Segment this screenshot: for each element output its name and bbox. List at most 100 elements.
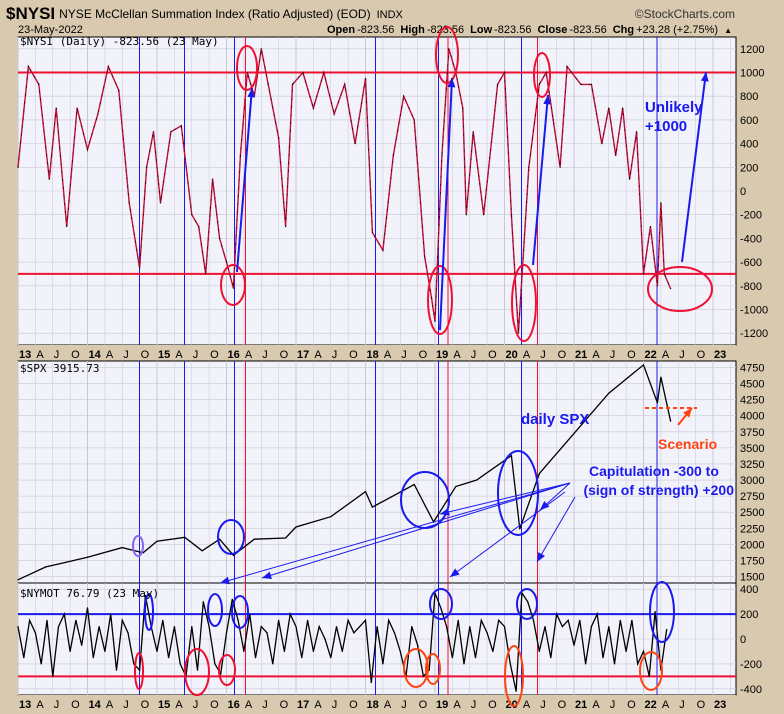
data-point — [205, 273, 207, 275]
y-tick-label: -400 — [740, 233, 762, 245]
x-tick-label: J — [471, 699, 477, 711]
data-point — [615, 154, 617, 157]
x-tick-label: J — [193, 349, 199, 361]
data-point — [198, 225, 200, 228]
x-tick-label: O — [558, 349, 567, 361]
data-point — [364, 491, 367, 493]
data-point — [55, 107, 57, 109]
close-value: -823.56 — [569, 24, 606, 36]
data-point — [393, 632, 396, 634]
annotation-daily-spx: daily SPX — [521, 411, 589, 428]
data-point — [552, 119, 554, 121]
capitulation-pointer — [536, 496, 576, 563]
data-point — [302, 71, 304, 74]
highlight-ellipse — [207, 593, 223, 627]
data-point — [254, 657, 257, 659]
x-tick-label: A — [175, 699, 183, 711]
x-tick-label: 22 — [645, 699, 657, 711]
data-point — [191, 214, 193, 216]
x-tick-label: A — [384, 699, 392, 711]
data-point — [283, 650, 286, 653]
data-point — [118, 89, 120, 91]
annotation-capitulation-1: Capitulation -300 to — [589, 463, 719, 479]
x-axis-band — [18, 345, 736, 360]
data-point — [476, 479, 478, 481]
data-point — [162, 619, 164, 621]
panel-nymot: 400 200 0 -200 -400 — [17, 582, 762, 696]
stockcharts-logo[interactable]: ©StockCharts.com — [635, 7, 735, 21]
data-point — [218, 237, 221, 239]
arrowhead-icon — [537, 552, 546, 562]
data-point — [289, 613, 291, 615]
data-point — [121, 547, 123, 549]
panel-nysi: 1200 1000 800 600 400 200 0 -200 -400 -600 -800 -10… — [17, 36, 768, 346]
x-tick-label: J — [54, 699, 60, 711]
data-point — [670, 420, 672, 422]
data-point — [159, 202, 162, 204]
data-point — [344, 83, 346, 85]
data-point — [608, 625, 610, 628]
data-point — [532, 619, 535, 621]
data-point — [642, 650, 645, 653]
data-point — [46, 619, 48, 621]
highlight-ellipse — [220, 264, 246, 306]
data-point — [63, 613, 65, 615]
data-point — [376, 625, 378, 628]
capitulation-pointer — [219, 482, 571, 584]
x-tick-label: 16 — [228, 699, 240, 711]
x-tick-label: 16 — [228, 349, 240, 361]
x-tick-label: 18 — [367, 699, 379, 711]
x-tick-label: J — [540, 349, 546, 361]
data-point — [170, 131, 172, 133]
data-point — [17, 579, 19, 581]
chg-value: +23.28 (+2.75%) — [636, 24, 718, 36]
x-tick-label: A — [245, 349, 253, 361]
x-tick-label: O — [697, 349, 706, 361]
y-tick-label: 4500 — [740, 379, 764, 391]
data-point — [179, 663, 181, 665]
annotation-scenario: Scenario — [658, 436, 717, 452]
ohlc-readout: Open -823.56 High -823.56 Low -823.56 Cl… — [327, 24, 732, 36]
data-point — [196, 669, 199, 671]
data-point — [538, 650, 540, 653]
data-point — [220, 673, 222, 675]
x-tick-label: A — [453, 699, 461, 711]
symbol: $NYSI — [6, 4, 55, 23]
data-point — [656, 285, 659, 287]
data-point — [17, 625, 19, 628]
data-point — [622, 107, 624, 109]
data-point — [670, 287, 672, 290]
exchange: INDX — [377, 9, 404, 21]
y-tick-label: 200 — [740, 162, 758, 174]
x-tick-label: O — [141, 699, 150, 711]
data-point — [483, 214, 485, 216]
data-point — [214, 663, 216, 665]
x-tick-label: A — [592, 349, 600, 361]
data-point — [330, 657, 332, 659]
arrowhead-icon — [540, 500, 550, 510]
y-tick-label: 4250 — [740, 395, 764, 407]
x-tick-label: J — [401, 349, 407, 361]
data-point — [579, 619, 581, 621]
highlight-ellipse — [427, 265, 453, 335]
data-point — [517, 332, 520, 334]
data-point — [278, 619, 280, 621]
y-tick-label: -600 — [740, 257, 762, 269]
x-tick-label: J — [679, 699, 685, 711]
y-tick-label: -1200 — [740, 328, 768, 340]
highlight-ellipse — [144, 593, 154, 631]
low-value: -823.56 — [494, 24, 531, 36]
y-tick-label: 2000 — [740, 539, 764, 551]
data-point — [545, 71, 547, 74]
data-point — [430, 297, 433, 299]
data-point — [538, 83, 540, 85]
data-point — [45, 566, 47, 568]
data-point — [566, 440, 568, 443]
data-point — [278, 137, 280, 139]
data-point — [312, 107, 314, 109]
data-point — [538, 473, 540, 475]
y-tick-label: 1500 — [740, 572, 764, 584]
chg-label: Chg — [613, 24, 634, 36]
y-tick-label: 4000 — [740, 411, 764, 423]
data-point — [115, 669, 118, 671]
